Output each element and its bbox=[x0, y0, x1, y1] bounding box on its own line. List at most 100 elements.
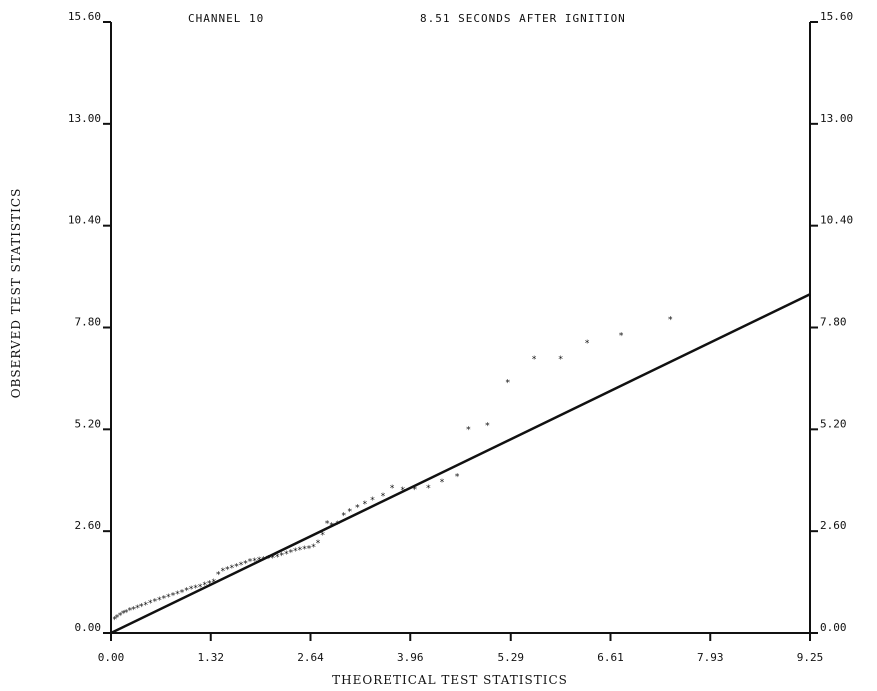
reference-line bbox=[110, 293, 811, 635]
data-point: * bbox=[381, 492, 386, 502]
data-point: * bbox=[212, 578, 217, 588]
data-point: * bbox=[198, 583, 203, 593]
data-point: * bbox=[348, 508, 353, 518]
data-point: * bbox=[148, 599, 153, 609]
data-point: * bbox=[440, 478, 445, 488]
data-point: * bbox=[390, 484, 395, 494]
text-layer: CHANNEL 10 8.51 SECONDS AFTER IGNITION T… bbox=[9, 12, 626, 687]
data-point: * bbox=[139, 602, 144, 612]
data-point: * bbox=[115, 613, 120, 623]
data-point: * bbox=[275, 553, 280, 563]
data-point: * bbox=[128, 607, 133, 617]
data-point: * bbox=[280, 551, 285, 561]
data-point: * bbox=[311, 543, 316, 553]
y-tick-label-right: 13.00 bbox=[820, 112, 853, 125]
y-tick-label-left: 0.00 bbox=[75, 621, 102, 634]
data-point: * bbox=[455, 472, 460, 482]
data-point: * bbox=[221, 567, 226, 577]
y-tick-label-left: 5.20 bbox=[75, 417, 102, 430]
data-point: * bbox=[225, 566, 230, 576]
data-point: * bbox=[298, 546, 303, 556]
ticks: 0.00 0.00 2.60 2.60 5.20 5.20 7.80 7.80 10.40 10.… bbox=[68, 10, 853, 664]
y-tick-label-right: 10.40 bbox=[820, 214, 853, 227]
data-point: * bbox=[266, 555, 271, 565]
data-point: * bbox=[243, 559, 248, 569]
data-point: * bbox=[668, 316, 673, 326]
data-point: * bbox=[189, 585, 194, 595]
y-tick-label-left: 10.40 bbox=[68, 214, 101, 227]
y-tick-label-right: 2.60 bbox=[820, 519, 847, 532]
x-axis-title: THEORETICAL TEST STATISTICS bbox=[332, 673, 568, 687]
data-point: * bbox=[234, 562, 239, 572]
data-point: * bbox=[230, 564, 235, 574]
data-point: * bbox=[157, 596, 162, 606]
data-point: * bbox=[248, 558, 253, 568]
y-tick-label-right: 5.20 bbox=[820, 417, 847, 430]
data-point: * bbox=[144, 601, 149, 611]
data-point: * bbox=[307, 544, 312, 554]
data-point: * bbox=[184, 587, 189, 597]
data-point: * bbox=[207, 580, 212, 590]
fit-line-layer bbox=[110, 293, 811, 635]
x-tick-label: 6.61 bbox=[597, 651, 624, 664]
chart-title-time: 8.51 SECONDS AFTER IGNITION bbox=[420, 12, 626, 25]
x-tick-label: 7.93 bbox=[697, 651, 724, 664]
data-point: * bbox=[162, 595, 167, 605]
data-point: * bbox=[355, 504, 360, 514]
data-point: * bbox=[153, 598, 158, 608]
data-point: * bbox=[363, 500, 368, 510]
y-axis-title: OBSERVED TEST STATISTICS bbox=[9, 188, 23, 399]
data-point: * bbox=[532, 355, 537, 365]
x-tick-label: 0.00 bbox=[98, 651, 125, 664]
y-tick-label-left: 7.80 bbox=[75, 316, 102, 329]
x-tick-label: 3.96 bbox=[397, 651, 424, 664]
x-tick-label: 1.32 bbox=[197, 651, 224, 664]
data-point: * bbox=[193, 584, 198, 594]
data-point: * bbox=[216, 570, 221, 580]
y-tick-label-left: 2.60 bbox=[75, 519, 102, 532]
data-point: * bbox=[558, 355, 563, 365]
data-point: * bbox=[135, 604, 140, 614]
y-tick-label-left: 15.60 bbox=[68, 10, 101, 23]
points-layer: ***** * * * * * * * * * * * * * * * * * * * ** * * * * * * * * * * * * * *… bbox=[113, 316, 673, 626]
data-point: * bbox=[118, 611, 123, 621]
data-point: * bbox=[239, 561, 244, 571]
x-tick-label: 5.29 bbox=[498, 651, 525, 664]
data-point: * bbox=[124, 609, 129, 619]
x-tick-label: 2.64 bbox=[297, 651, 324, 664]
data-point: * bbox=[505, 378, 510, 388]
data-point: * bbox=[171, 591, 176, 601]
data-point: * bbox=[121, 609, 126, 619]
chart-title-channel: CHANNEL 10 bbox=[188, 12, 264, 25]
data-point: * bbox=[426, 484, 431, 494]
data-point: * bbox=[585, 339, 590, 349]
data-point: * bbox=[341, 512, 346, 522]
data-point: * bbox=[302, 545, 307, 555]
data-point: * bbox=[284, 550, 289, 560]
data-point: * bbox=[252, 557, 257, 567]
data-point: * bbox=[131, 606, 136, 616]
data-point: * bbox=[113, 615, 118, 625]
data-point: * bbox=[261, 555, 266, 565]
x-tick-label: 9.25 bbox=[797, 651, 824, 664]
y-tick-label-right: 0.00 bbox=[820, 621, 847, 634]
data-point: * bbox=[466, 425, 471, 435]
data-point: * bbox=[316, 539, 321, 549]
data-point: * bbox=[293, 547, 298, 557]
y-tick-label-right: 15.60 bbox=[820, 10, 853, 23]
data-point: * bbox=[175, 590, 180, 600]
data-point: * bbox=[485, 421, 490, 431]
data-point: * bbox=[257, 556, 262, 566]
data-point: * bbox=[289, 548, 294, 558]
data-point: * bbox=[329, 521, 334, 531]
data-point: * bbox=[370, 496, 375, 506]
data-point: * bbox=[180, 588, 185, 598]
data-point: * bbox=[619, 331, 624, 341]
data-point: * bbox=[320, 531, 325, 541]
data-point: * bbox=[325, 519, 330, 529]
y-tick-label-left: 13.00 bbox=[68, 112, 101, 125]
data-point: * bbox=[270, 554, 275, 564]
y-tick-label-right: 7.80 bbox=[820, 316, 847, 329]
data-point: * bbox=[202, 581, 207, 591]
